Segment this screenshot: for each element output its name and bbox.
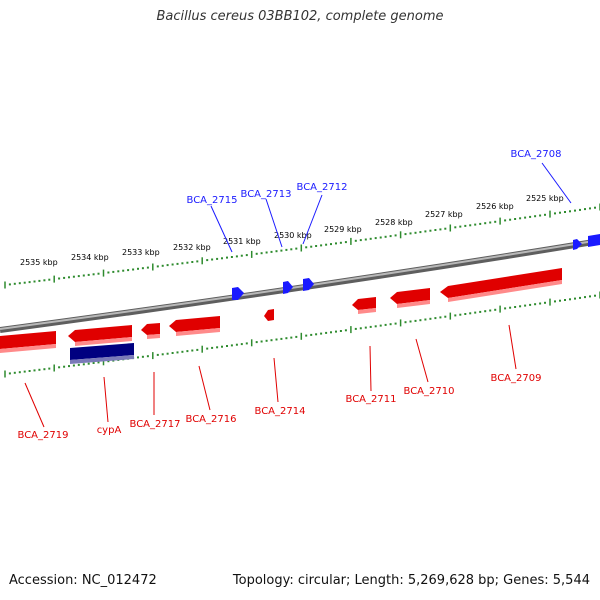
- gene-bca-2717[interactable]: [141, 323, 160, 335]
- tick-label: 2528 kbp: [375, 218, 413, 227]
- connector-bca-2712: [302, 194, 323, 245]
- gene-label-bca-2715[interactable]: BCA_2715: [187, 195, 238, 206]
- connector-bca-2713: [265, 198, 283, 248]
- accession-text: Accession: NC_012472: [9, 573, 157, 588]
- gene-label-bca-2717[interactable]: BCA_2717: [130, 419, 181, 430]
- connector-bca-2719: [24, 382, 45, 428]
- gene-label-bca-2712[interactable]: BCA_2712: [297, 182, 348, 193]
- gene-bca-2711[interactable]: [352, 297, 376, 310]
- gene-label-bca-2710[interactable]: BCA_2710: [404, 386, 455, 397]
- gene-bca-2712[interactable]: [303, 278, 314, 291]
- reverse-genes: [232, 234, 600, 300]
- gene-bca-2710-shadow: [397, 300, 430, 308]
- gene-bca-2718[interactable]: [68, 325, 132, 342]
- tick-row-top: [4, 203, 600, 289]
- connector-bca-2708: [541, 162, 572, 204]
- gene-bca-2719-shadow: [0, 344, 56, 353]
- gene-label-bca-2714[interactable]: BCA_2714: [255, 406, 306, 417]
- tick-label: 2531 kbp: [223, 237, 261, 246]
- genome-backbone: [0, 238, 600, 333]
- gene-label-bca-2708[interactable]: BCA_2708: [511, 149, 562, 160]
- gene-bca-2717-shadow: [147, 334, 160, 339]
- gene-bca-2711-shadow: [358, 308, 376, 314]
- genome-summary-text: Topology: circular; Length: 5,269,628 bp…: [232, 573, 590, 588]
- gene-label-bca-2716[interactable]: BCA_2716: [186, 414, 237, 425]
- tick-label: 2534 kbp: [71, 253, 109, 262]
- gene-bca-2718-shadow: [75, 337, 132, 346]
- tick-label: 2535 kbp: [20, 258, 58, 267]
- connector-bca-2714: [273, 357, 279, 403]
- gene-bca-2709-shadow: [448, 280, 562, 302]
- gene-bca-2708-b[interactable]: [588, 234, 600, 247]
- tick-label: 2530 kbp: [274, 231, 312, 240]
- gene-bca-2713[interactable]: [283, 281, 293, 294]
- backbone-highlight: [0, 239, 600, 330]
- connector-cypa: [103, 376, 109, 423]
- gene-cypa-shadow: [70, 355, 134, 364]
- connector-bca-2711: [369, 345, 372, 392]
- tick-label: 2533 kbp: [122, 248, 160, 257]
- gene-label-bca-2711[interactable]: BCA_2711: [346, 394, 397, 405]
- gene-bca-2710[interactable]: [390, 288, 430, 304]
- tick-label: 2529 kbp: [324, 225, 362, 234]
- gene-bca-2716[interactable]: [169, 316, 220, 332]
- tick-label: 2527 kbp: [425, 210, 463, 219]
- map-title: Bacillus cereus 03BB102, complete genome: [156, 9, 444, 24]
- gene-bca-2719[interactable]: [0, 331, 56, 349]
- gene-bca-2715[interactable]: [232, 287, 244, 300]
- connector-bca-2710: [415, 338, 429, 383]
- gene-bca-2708-a[interactable]: [573, 239, 582, 250]
- gene-label-cypa[interactable]: cypA: [97, 425, 122, 436]
- connector-bca-2716: [198, 365, 211, 411]
- gene-label-bca-2713[interactable]: BCA_2713: [241, 189, 292, 200]
- gene-cypa[interactable]: [70, 343, 134, 360]
- tick-label: 2525 kbp: [526, 194, 564, 203]
- forward-genes: [0, 268, 562, 364]
- tick-row-bottom: [4, 291, 600, 378]
- gene-bca-2716-shadow: [176, 328, 220, 336]
- gene-bca-2714[interactable]: [264, 309, 274, 321]
- gene-label-bca-2709[interactable]: BCA_2709: [491, 373, 542, 384]
- tick-label: 2532 kbp: [173, 243, 211, 252]
- connector-bca-2715: [210, 205, 233, 253]
- tick-label: 2526 kbp: [476, 202, 514, 211]
- tick-labels: 2535 kbp 2534 kbp 2533 kbp 2532 kbp 2531…: [20, 194, 564, 267]
- gene-bca-2709[interactable]: [440, 268, 562, 298]
- connector-bca-2709: [508, 324, 517, 370]
- gene-label-bca-2719[interactable]: BCA_2719: [18, 430, 69, 441]
- label-connectors: [24, 162, 572, 428]
